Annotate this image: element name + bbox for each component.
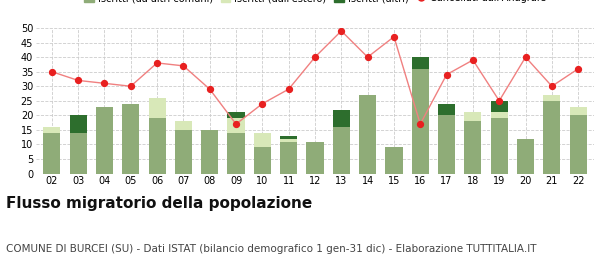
Bar (544, 95, 560, 101)
Point (310, 55, 320, 59)
Bar (70, 133, 86, 174)
Bar (280, 139, 297, 142)
Bar (70, 115, 86, 133)
Point (494, 99, 504, 103)
Bar (122, 104, 139, 174)
Bar (385, 147, 403, 174)
Bar (491, 118, 508, 174)
Bar (333, 109, 350, 127)
Point (442, 72, 451, 77)
Point (257, 101, 267, 106)
Bar (544, 101, 560, 174)
Bar (517, 139, 534, 174)
Point (231, 122, 241, 126)
Bar (464, 113, 481, 121)
Point (415, 122, 425, 126)
Bar (43, 127, 61, 133)
Bar (254, 147, 271, 174)
Point (468, 58, 478, 62)
Bar (491, 101, 508, 113)
Bar (96, 107, 113, 174)
Bar (227, 113, 245, 118)
Bar (149, 98, 166, 118)
Bar (333, 127, 350, 174)
Bar (201, 130, 218, 174)
Bar (569, 115, 587, 174)
Bar (359, 95, 376, 174)
Bar (438, 104, 455, 115)
Bar (280, 142, 297, 174)
Point (126, 84, 136, 88)
Bar (227, 133, 245, 174)
Point (47, 69, 56, 74)
Bar (227, 118, 245, 133)
Bar (438, 115, 455, 174)
Point (73, 78, 83, 83)
Point (363, 55, 373, 59)
Bar (569, 107, 587, 115)
Legend: Iscritti (da altri comuni), Iscritti (dall'estero), Iscritti (altri), Cancellati: Iscritti (da altri comuni), Iscritti (da… (80, 0, 550, 7)
Text: COMUNE DI BURCEI (SU) - Dati ISTAT (bilancio demografico 1 gen-31 dic) - Elabora: COMUNE DI BURCEI (SU) - Dati ISTAT (bila… (6, 244, 536, 254)
Bar (149, 118, 166, 174)
Point (152, 61, 162, 65)
Bar (43, 133, 61, 174)
Point (205, 87, 215, 91)
Bar (464, 121, 481, 174)
Text: Flusso migratorio della popolazione: Flusso migratorio della popolazione (6, 196, 312, 211)
Bar (254, 133, 271, 147)
Point (521, 55, 530, 59)
Point (179, 64, 188, 68)
Point (574, 67, 583, 71)
Bar (175, 121, 192, 130)
Bar (491, 113, 508, 118)
Bar (307, 142, 323, 174)
Point (100, 81, 109, 86)
Point (389, 34, 399, 39)
Point (547, 84, 557, 88)
Bar (175, 130, 192, 174)
Bar (412, 57, 429, 69)
Point (337, 29, 346, 33)
Bar (280, 136, 297, 139)
Bar (412, 69, 429, 174)
Point (284, 87, 293, 91)
